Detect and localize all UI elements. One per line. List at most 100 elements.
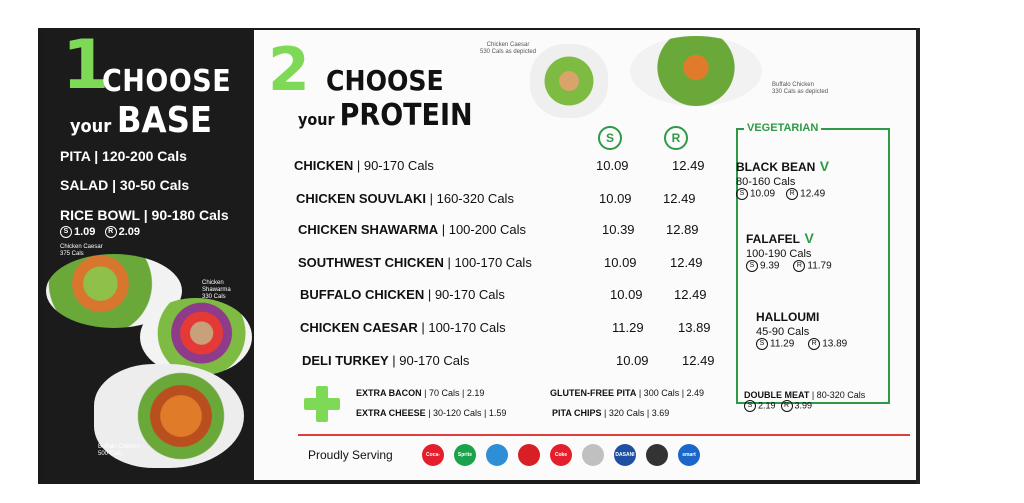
coca-cola-logo-icon: Coca-Cola — [422, 444, 444, 466]
protein-row-chicken-caesar: CHICKEN CAESAR | 100-170 Cals 11.29 13.89 — [300, 320, 711, 338]
extra-info: | 300 Cals | 2.49 — [636, 388, 705, 398]
top-buffalo-caption: Buffalo Chicken 330 Cals as depicted — [772, 82, 828, 96]
drink-brand-logo-icon — [646, 444, 668, 466]
veg-cals: 45-90 Cals — [756, 326, 810, 338]
protein-title-your: your — [298, 110, 335, 129]
extra-info: | 320 Cals | 3.69 — [601, 408, 670, 418]
protein-name: DELI TURKEY — [302, 353, 389, 368]
protein-cals: | 90-170 Cals — [388, 353, 470, 368]
protein-cals: | 100-170 Cals — [417, 320, 506, 335]
protein-cals: | 100-170 Cals — [443, 255, 532, 270]
vegetarian-heading: VEGETARIAN — [744, 122, 822, 134]
veg-name: BLACK BEAN — [736, 160, 816, 174]
double-meat-prices: S 2.19 R 3.99 — [744, 400, 865, 412]
small-size-icon: S — [744, 400, 756, 412]
regular-size-icon: R — [808, 338, 821, 350]
protein-row-chicken: CHICKEN | 90-170 Cals 10.09 12.49 — [294, 158, 705, 176]
base-title: your BASE — [70, 100, 212, 141]
veg-name: HALLOUMI — [756, 310, 820, 324]
rice-bowl-regular-price: 2.09 — [118, 226, 141, 238]
dasani-logo-icon: DASANI — [614, 444, 636, 466]
veg-small-price: 11.29 — [770, 338, 795, 350]
protein-small-price: 10.09 — [610, 287, 643, 302]
vegetarian-mark-icon: V — [819, 158, 830, 174]
regular-size-icon: R — [104, 226, 117, 239]
base-item-salad: SALAD | 30-50 Cals — [60, 177, 190, 193]
regular-size-header-icon: R — [664, 126, 688, 150]
double-meat-regular-price: 3.99 — [794, 400, 813, 411]
extra-info: | 30-120 Cals | 1.59 — [425, 408, 507, 418]
top-caesar-wrap-image — [530, 44, 608, 118]
protein-small-price: 10.09 — [596, 158, 629, 173]
veg-item-falafel: FALAFEL V 100-190 Cals S 9.39 R 11.79 — [746, 230, 832, 272]
veg-cals: 100-190 Cals — [746, 248, 812, 260]
regular-size-icon: R — [786, 188, 799, 200]
base-item-pita: PITA | 120-200 Cals — [60, 148, 187, 164]
extra-name: EXTRA CHEESE — [356, 408, 426, 418]
top-caesar-caption-name: Chicken Caesar — [486, 42, 530, 48]
double-meat-small-price: 2.19 — [758, 400, 776, 411]
base-title-choose: CHOOSE — [102, 64, 232, 99]
drink-brand-logo-icon — [486, 444, 508, 466]
protein-row-chicken-souvlaki: CHICKEN SOUVLAKI | 160-320 Cals 10.09 12.4… — [296, 191, 696, 209]
protein-regular-price: 13.89 — [678, 320, 711, 335]
base-title-word: BASE — [116, 100, 213, 141]
protein-cals: | 90-170 Cals — [353, 158, 434, 173]
top-caesar-caption-cals: 530 Cals as depicted — [480, 49, 537, 55]
protein-panel: 2 CHOOSE your PROTEIN Chicken Caesar 530 … — [254, 30, 916, 480]
protein-cals: | 90-170 Cals — [424, 287, 505, 302]
protein-title-word: PROTEIN — [339, 98, 473, 133]
step-two-number: 2 — [268, 35, 310, 105]
protein-cals: | 160-320 Cals — [426, 191, 514, 206]
protein-title: your PROTEIN — [298, 98, 473, 133]
top-caesar-caption: Chicken Caesar 530 Cals as depicted — [480, 42, 536, 56]
protein-regular-price: 12.49 — [682, 353, 715, 368]
shawarma-caption-cals: 330 Cals — [202, 294, 226, 300]
small-size-icon: S — [736, 188, 748, 200]
veg-regular-price: 12.49 — [800, 188, 826, 200]
protein-row-buffalo-chicken: BUFFALO CHICKEN | 90-170 Cals 10.09 12.49 — [300, 287, 707, 305]
protein-cals: | 100-200 Cals — [438, 222, 527, 237]
regular-size-icon: R — [780, 400, 793, 412]
protein-small-price: 10.09 — [599, 191, 632, 206]
top-buffalo-caption-cals: 330 Cals as depicted — [772, 89, 829, 95]
plus-icon — [304, 386, 340, 422]
frame-edge — [916, 28, 920, 484]
protein-regular-price: 12.49 — [663, 191, 696, 206]
base-title-your: your — [70, 116, 112, 137]
veg-item-halloumi: HALLOUMI 45-90 Cals S 11.29 R 13.89 — [756, 308, 847, 350]
divider-line — [298, 434, 910, 436]
drink-brand-logo-icon — [582, 444, 604, 466]
coke-logo-icon: Coke — [550, 444, 572, 466]
protein-row-southwest-chicken: SOUTHWEST CHICKEN | 100-170 Cals 10.09 12.… — [298, 255, 703, 273]
extra-info: | 70 Cals | 2.19 — [421, 388, 485, 398]
protein-name: CHICKEN SHAWARMA — [298, 222, 439, 237]
caesar-caption-name: Chicken Caesar — [60, 244, 103, 250]
protein-regular-price: 12.89 — [666, 222, 699, 237]
small-size-icon: S — [756, 338, 768, 350]
buffalo-caption-cals: 500 Cals — [98, 451, 122, 457]
protein-row-chicken-shawarma: CHICKEN SHAWARMA | 100-200 Cals 10.39 12.8… — [298, 222, 699, 240]
protein-regular-price: 12.49 — [674, 287, 707, 302]
caesar-caption: Chicken Caesar 375 Cals — [60, 244, 103, 258]
protein-small-price: 11.29 — [612, 320, 644, 335]
caesar-caption-cals: 375 Cals — [60, 251, 84, 257]
extra-cheese: EXTRA CHEESE | 30-120 Cals | 1.59 — [356, 408, 506, 418]
small-size-icon: S — [60, 226, 72, 239]
protein-regular-price: 12.49 — [670, 255, 703, 270]
base-item-rice-bowl: RICE BOWL | 90-180 Cals — [60, 207, 229, 223]
protein-regular-price: 12.49 — [672, 158, 705, 173]
veg-small-price: 9.39 — [760, 260, 780, 272]
extra-bacon: EXTRA BACON | 70 Cals | 2.19 — [356, 388, 484, 398]
protein-small-price: 10.09 — [616, 353, 649, 368]
shawarma-caption-name: Chicken Shawarma — [202, 280, 231, 293]
veg-cals: 80-160 Cals — [736, 176, 796, 188]
protein-name: CHICKEN — [294, 158, 354, 173]
buffalo-wrap-image — [94, 364, 244, 468]
smartwater-logo-icon: smart — [678, 444, 700, 466]
regular-size-icon: R — [793, 260, 806, 272]
extra-name: DOUBLE MEAT — [744, 390, 810, 400]
top-buffalo-bowl-image — [630, 36, 762, 106]
shawarma-caption: Chicken Shawarma 330 Cals — [202, 280, 254, 301]
small-size-icon: S — [746, 260, 758, 272]
